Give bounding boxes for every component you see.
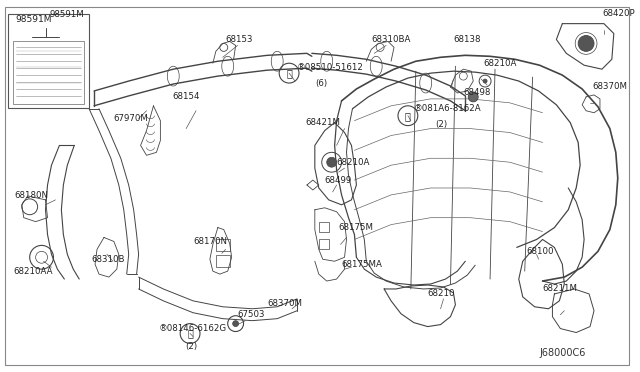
Bar (8, 14, 89, 108)
Text: (6): (6) (315, 78, 327, 87)
Circle shape (326, 157, 337, 167)
Text: 68170N: 68170N (193, 237, 227, 246)
Text: 68100: 68100 (527, 247, 554, 256)
Circle shape (578, 35, 594, 51)
Text: ®08146-6162G: ®08146-6162G (159, 324, 227, 333)
Text: 68153: 68153 (226, 35, 253, 44)
Text: 68154: 68154 (172, 92, 200, 102)
Text: 68370M: 68370M (268, 299, 302, 308)
Text: 68175MA: 68175MA (342, 260, 383, 269)
Text: 68138: 68138 (453, 35, 481, 44)
Text: 67503: 67503 (237, 310, 265, 319)
Text: 68210A: 68210A (337, 158, 370, 167)
Text: 68210: 68210 (428, 289, 455, 298)
Circle shape (483, 79, 487, 83)
Text: 68420P: 68420P (602, 9, 634, 18)
Text: (2): (2) (185, 342, 197, 351)
Text: 98591M: 98591M (49, 10, 84, 19)
Text: 68310BA: 68310BA (371, 35, 411, 44)
Text: 98591M: 98591M (16, 15, 52, 24)
Text: 68370M: 68370M (592, 81, 627, 90)
Text: ®081A6-8162A: ®081A6-8162A (414, 104, 481, 113)
Bar (216, 255, 230, 267)
Text: 68210A: 68210A (483, 59, 516, 68)
Text: ®08510-51612: ®08510-51612 (297, 63, 364, 72)
Text: 68210AA: 68210AA (14, 267, 53, 276)
Text: 68211M: 68211M (543, 285, 577, 294)
Bar (13, 41, 84, 104)
Text: Ⓑ: Ⓑ (405, 111, 411, 121)
Text: Ⓑ: Ⓑ (187, 328, 193, 339)
Text: 68310B: 68310B (91, 255, 125, 264)
Text: Ⓢ: Ⓢ (286, 68, 292, 78)
Text: 68180N: 68180N (15, 192, 49, 201)
Bar (319, 222, 329, 231)
Text: 68499: 68499 (324, 176, 352, 185)
Text: 67970M: 67970M (114, 114, 148, 123)
Text: J68000C6: J68000C6 (540, 348, 586, 358)
Bar (216, 240, 230, 251)
Text: 68498: 68498 (463, 89, 491, 97)
Circle shape (233, 321, 239, 327)
Text: 68421M: 68421M (305, 118, 340, 127)
Bar (319, 240, 329, 249)
Text: 68175M: 68175M (339, 223, 374, 232)
Text: (2): (2) (436, 120, 448, 129)
Circle shape (468, 92, 478, 102)
